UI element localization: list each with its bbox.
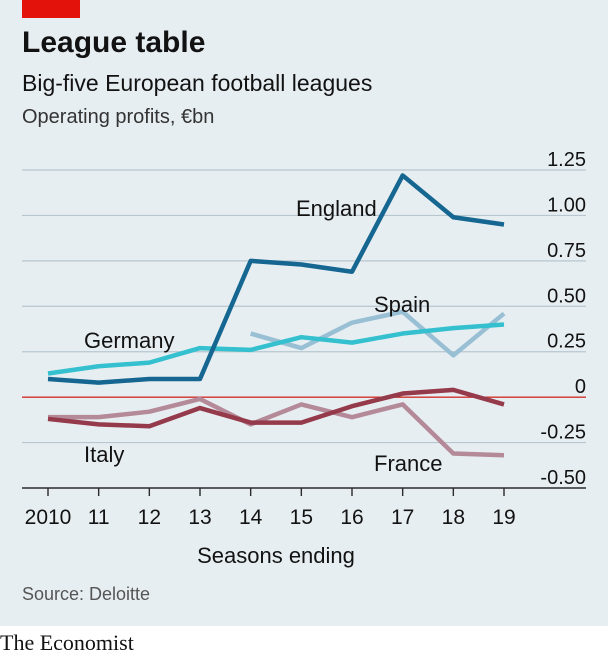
source-note: Source: Deloitte (22, 584, 151, 604)
y-axis-tick-labels: 1.25 1.00 0.75 0.50 0.25 0 -0.25 -0.50 (540, 149, 586, 489)
x-tick-label: 18 (442, 506, 465, 529)
x-tick-label: 15 (290, 506, 313, 529)
grid-lines (22, 169, 586, 489)
x-tick-label: 12 (138, 506, 161, 529)
series-labels: England Spain Germany Italy France (84, 196, 442, 476)
y-tick-label: 0 (575, 376, 586, 398)
series-line-england (47, 173, 505, 385)
chart-subtitle: Big-five European football leagues (22, 70, 373, 96)
x-tick-label: 17 (391, 506, 414, 529)
series-label-england: England (296, 196, 377, 221)
y-tick-label: -0.50 (540, 467, 586, 489)
brand-red-tag (22, 0, 80, 18)
series-line-france (48, 396, 505, 458)
series-lines (47, 173, 506, 458)
line-chart: 1.25 1.00 0.75 0.50 0.25 0 -0.25 -0.50 2010 11 12… (22, 149, 586, 568)
x-tick-label: 13 (188, 506, 211, 529)
y-tick-label: 1.25 (547, 149, 586, 171)
x-tick-label: 19 (492, 506, 515, 529)
y-tick-label: 0.75 (547, 240, 586, 262)
x-tick-label: 2010 (25, 506, 72, 529)
series-line-germany (47, 322, 505, 376)
series-line-spain (250, 309, 506, 358)
y-tick-label: -0.25 (540, 422, 586, 444)
series-label-germany: Germany (84, 328, 174, 353)
series-line-italy (47, 387, 505, 429)
y-tick-label: 1.00 (547, 194, 586, 216)
y-tick-label: 0.25 (547, 331, 586, 353)
chart-panel (0, 0, 608, 626)
series-label-italy: Italy (84, 442, 124, 467)
series-label-france: France (374, 451, 442, 476)
x-tick-label: 16 (340, 506, 363, 529)
x-axis: 2010 11 12 13 14 15 16 17 18 19 (25, 488, 516, 529)
series-label-spain: Spain (374, 292, 430, 317)
publisher-brand: The Economist (0, 630, 134, 655)
x-axis-label: Seasons ending (197, 543, 355, 568)
x-tick-label: 14 (239, 506, 263, 529)
y-tick-label: 0.50 (547, 285, 586, 307)
chart-unit-label: Operating profits, €bn (22, 106, 215, 128)
chart-title: League table (22, 26, 206, 59)
x-tick-label: 11 (88, 506, 110, 529)
